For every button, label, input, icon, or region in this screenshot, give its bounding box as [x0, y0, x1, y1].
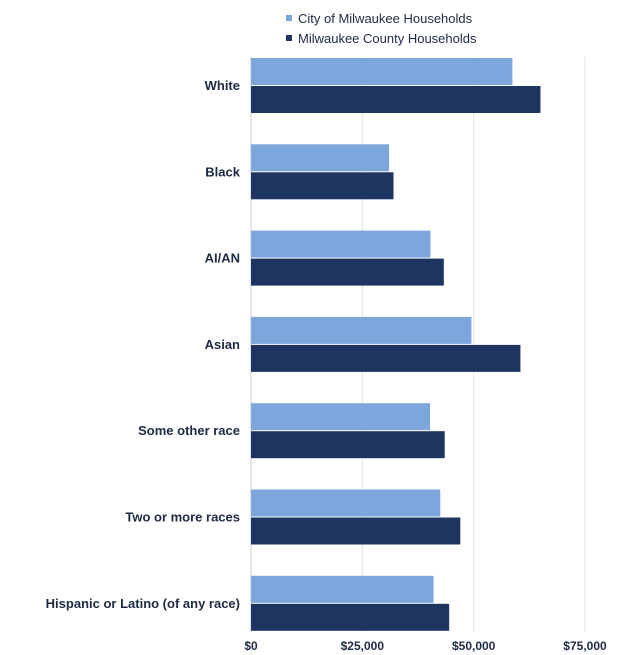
legend-label-county: Milwaukee County Households: [298, 30, 477, 46]
x-tick-label: $25,000: [341, 639, 385, 653]
legend-item-county: Milwaukee County Households: [286, 28, 476, 48]
gridlines: [250, 57, 586, 632]
category-label: Black: [205, 164, 240, 179]
bar-city: [251, 144, 390, 172]
category-label: Some other race: [138, 423, 240, 438]
legend-label-city: City of Milwaukee Households: [298, 10, 473, 26]
bar-city: [251, 489, 441, 517]
x-axis-tick-labels: $0 $25,000 $50,000 $75,000: [244, 639, 607, 653]
bar-county: [251, 517, 461, 545]
legend-item-city: City of Milwaukee Households: [286, 8, 476, 28]
bar-city: [251, 58, 513, 85]
bar-county: [251, 258, 444, 286]
bar-city: [251, 230, 431, 258]
category-label: Two or more races: [125, 510, 240, 525]
category-labels: White Black AI/AN Asian Some other race Two o…: [46, 78, 241, 611]
category-label: White: [205, 78, 240, 93]
bar-city: [251, 403, 431, 431]
bar-county: [251, 172, 394, 200]
bar-city: [251, 575, 434, 603]
bar-county: [251, 431, 445, 459]
x-tick-label: $0: [244, 639, 258, 653]
category-label: AI/AN: [205, 251, 240, 266]
category-label: Hispanic or Latino (of any race): [46, 596, 240, 611]
bar-county: [251, 603, 450, 631]
bars: [251, 58, 541, 631]
x-tick-label: $75,000: [563, 639, 607, 653]
legend-swatch-county: [286, 35, 292, 41]
bar-county: [251, 344, 521, 372]
bar-county: [251, 86, 541, 113]
bar-city: [251, 316, 472, 344]
legend-swatch-city: [286, 15, 292, 21]
category-label: Asian: [205, 337, 240, 352]
chart-legend: City of Milwaukee Households Milwaukee C…: [286, 8, 476, 48]
x-tick-label: $50,000: [452, 639, 496, 653]
